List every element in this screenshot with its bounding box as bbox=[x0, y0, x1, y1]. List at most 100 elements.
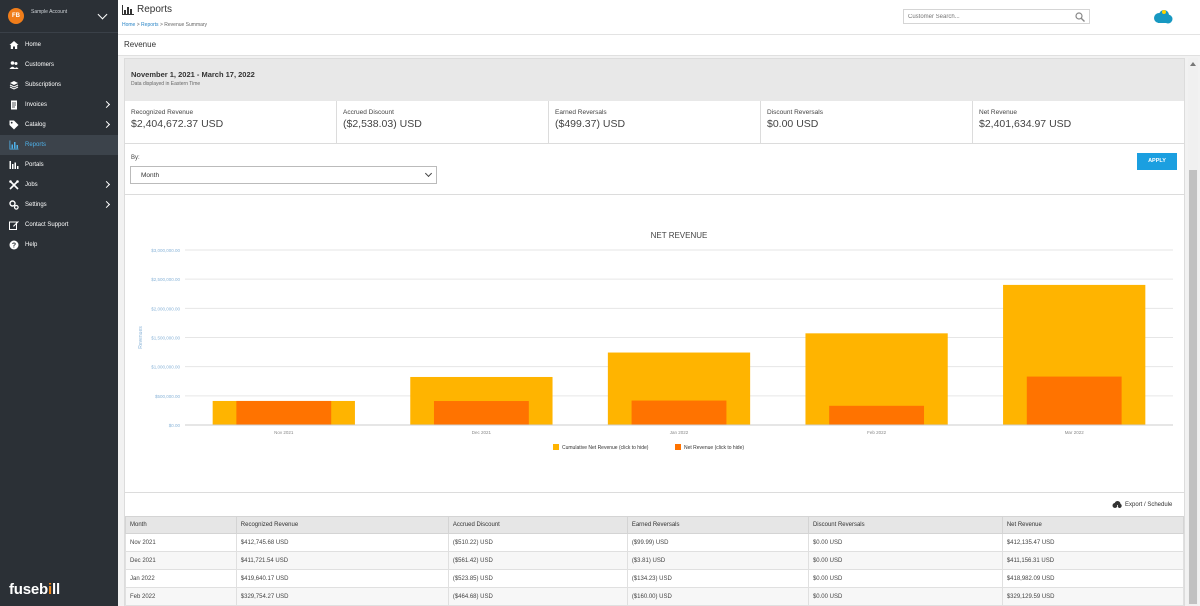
header: Reports Home > Reports > Revenue Summary bbox=[118, 0, 1200, 35]
y-tick-label: $2,500,000.00 bbox=[151, 277, 180, 282]
breadcrumb-reports[interactable]: Reports bbox=[141, 22, 159, 28]
breadcrumb-current: Revenue Summary bbox=[164, 22, 208, 28]
chart-title: NET REVENUE bbox=[651, 231, 708, 240]
y-tick-label: $1,000,000.00 bbox=[151, 365, 180, 370]
sidebar-item-label: Invoices bbox=[25, 102, 48, 108]
account-switcher[interactable]: FB Sample Account bbox=[0, 0, 118, 33]
table-cell: $411,156.31 USD bbox=[1001, 551, 1185, 570]
sidebar-item-invoices[interactable]: Invoices bbox=[0, 95, 118, 115]
bar-net bbox=[1026, 376, 1122, 425]
svg-text:?: ? bbox=[12, 243, 16, 250]
x-tick-label: Feb 2022 bbox=[867, 430, 887, 435]
filter-bar: By: Month bbox=[125, 145, 1184, 195]
column-header[interactable]: Discount Reversals bbox=[807, 516, 1003, 534]
summary-value: $2,404,672.37 USD bbox=[131, 118, 224, 130]
table-row: Dec 2021 $411,721.54 USD ($561.42) USD ($3.… bbox=[125, 551, 1185, 570]
bar-chart-icon bbox=[122, 4, 134, 15]
table-header-row: Month Recognized Revenue Accrued Discount E… bbox=[125, 516, 1185, 534]
legend-label: Cumulative Net Revenue (click to hide) bbox=[562, 445, 649, 451]
section-title: Revenue bbox=[124, 40, 157, 49]
summary-cell: Earned Reversals ($499.37) USD bbox=[549, 101, 761, 143]
chevron-right-icon bbox=[102, 100, 111, 109]
invoice-icon bbox=[9, 100, 19, 110]
column-header[interactable]: Accrued Discount bbox=[447, 516, 628, 534]
sidebar-item-jobs[interactable]: Jobs bbox=[0, 175, 118, 195]
net-revenue-chart: NET REVENUE $0.00 $500,000.00 $1,000,000.00… bbox=[125, 196, 1184, 493]
bar-net bbox=[433, 401, 529, 425]
scroll-up-arrow[interactable] bbox=[1190, 62, 1196, 66]
y-tick-label: $500,000.00 bbox=[155, 394, 181, 399]
sidebar-item-label: Portals bbox=[25, 162, 44, 168]
sidebar-item-customers[interactable]: Customers bbox=[0, 55, 118, 75]
apply-button[interactable]: APPLY bbox=[1137, 153, 1177, 170]
table-row: Jan 2022 $419,640.17 USD ($523.85) USD ($13… bbox=[125, 569, 1185, 588]
table-cell: ($464.68) USD bbox=[447, 587, 628, 606]
sidebar-item-label: Catalog bbox=[25, 122, 46, 128]
column-header[interactable]: Net Revenue bbox=[1001, 516, 1185, 534]
table-row: Nov 2021 $412,745.68 USD ($510.22) USD ($99… bbox=[125, 533, 1185, 552]
sidebar-nav: Home Customers Subscriptions Invoices Catalo… bbox=[0, 33, 118, 255]
table-cell: Jan 2022 bbox=[125, 569, 237, 588]
sidebar-item-label: Reports bbox=[25, 142, 47, 148]
y-axis-label: Revenues bbox=[138, 326, 144, 349]
table-cell: $329,129.59 USD bbox=[1001, 587, 1185, 606]
sidebar-item-label: Settings bbox=[25, 202, 47, 208]
x-tick-label: Dec 2021 bbox=[472, 430, 492, 435]
sidebar-item-subscriptions[interactable]: Subscriptions bbox=[0, 75, 118, 95]
salesforce-cloud-icon[interactable] bbox=[1152, 9, 1174, 25]
table-row: Feb 2022 $329,754.27 USD ($464.68) USD ($16… bbox=[125, 587, 1185, 606]
gear-icon bbox=[9, 200, 19, 210]
sidebar-item-portals[interactable]: Portals bbox=[0, 155, 118, 175]
summary-value: ($499.37) USD bbox=[555, 118, 626, 130]
table-cell: ($523.85) USD bbox=[447, 569, 628, 588]
page-scrollbar[interactable] bbox=[1188, 58, 1198, 606]
help-icon: ? bbox=[9, 240, 19, 250]
sidebar-item-catalog[interactable]: Catalog bbox=[0, 115, 118, 135]
table-cell: ($134.23) USD bbox=[626, 569, 809, 588]
fusebill-logo: fusebill bbox=[9, 581, 60, 598]
sidebar-item-label: Jobs bbox=[25, 182, 38, 188]
sidebar-item-reports[interactable]: Reports bbox=[0, 135, 118, 155]
summary-cell: Net Revenue $2,401,634.97 USD bbox=[973, 101, 1184, 143]
by-label: By: bbox=[131, 155, 140, 161]
bar-net bbox=[829, 405, 925, 425]
breadcrumb-home[interactable]: Home bbox=[122, 22, 136, 28]
breadcrumb: Home > Reports > Revenue Summary bbox=[122, 22, 208, 28]
period-select[interactable]: Month bbox=[130, 166, 437, 184]
sidebar: FB Sample Account Home Customers Subscript… bbox=[0, 0, 118, 606]
table-body: Nov 2021 $412,745.68 USD ($510.22) USD ($99… bbox=[125, 533, 1185, 606]
summary-value: $0.00 USD bbox=[767, 118, 819, 130]
chevron-down-icon[interactable] bbox=[97, 9, 108, 19]
summary-value: ($2,538.03) USD bbox=[343, 118, 422, 130]
sidebar-item-home[interactable]: Home bbox=[0, 35, 118, 55]
summary-cell: Recognized Revenue $2,404,672.37 USD bbox=[125, 101, 337, 143]
column-header[interactable]: Earned Reversals bbox=[626, 516, 809, 534]
table-cell: $412,745.68 USD bbox=[235, 533, 449, 552]
legend-swatch bbox=[675, 444, 681, 450]
sidebar-item-settings[interactable]: Settings bbox=[0, 195, 118, 215]
sidebar-item-help[interactable]: ? Help bbox=[0, 235, 118, 255]
search-icon[interactable] bbox=[1075, 12, 1085, 22]
export-schedule-link[interactable]: Export / Schedule bbox=[1112, 501, 1172, 509]
table-cell: ($3.81) USD bbox=[626, 551, 809, 570]
cloud-download-icon bbox=[1112, 501, 1122, 509]
table-cell: $418,982.09 USD bbox=[1001, 569, 1185, 588]
summary-label: Accrued Discount bbox=[343, 109, 394, 116]
x-tick-label: Mar 2022 bbox=[1065, 430, 1085, 435]
column-header[interactable]: Month bbox=[125, 516, 237, 534]
tools-icon bbox=[9, 180, 19, 190]
customer-search-input[interactable] bbox=[903, 9, 1090, 24]
y-tick-label: $1,500,000.00 bbox=[151, 336, 180, 341]
scroll-thumb[interactable] bbox=[1189, 170, 1197, 604]
column-header[interactable]: Recognized Revenue bbox=[235, 516, 449, 534]
table-cell: ($99.99) USD bbox=[626, 533, 809, 552]
table-cell: Feb 2022 bbox=[125, 587, 237, 606]
bar-chart-icon bbox=[9, 140, 19, 150]
summary-label: Net Revenue bbox=[979, 109, 1017, 116]
sidebar-item-contact-support[interactable]: Contact Support bbox=[0, 215, 118, 235]
bar-net bbox=[236, 400, 332, 425]
table-cell: $0.00 USD bbox=[807, 569, 1003, 588]
table-cell: Dec 2021 bbox=[125, 551, 237, 570]
y-tick-label: $2,000,000.00 bbox=[151, 306, 180, 311]
period-banner: November 1, 2021 - March 17, 2022 Data d… bbox=[125, 59, 1184, 101]
